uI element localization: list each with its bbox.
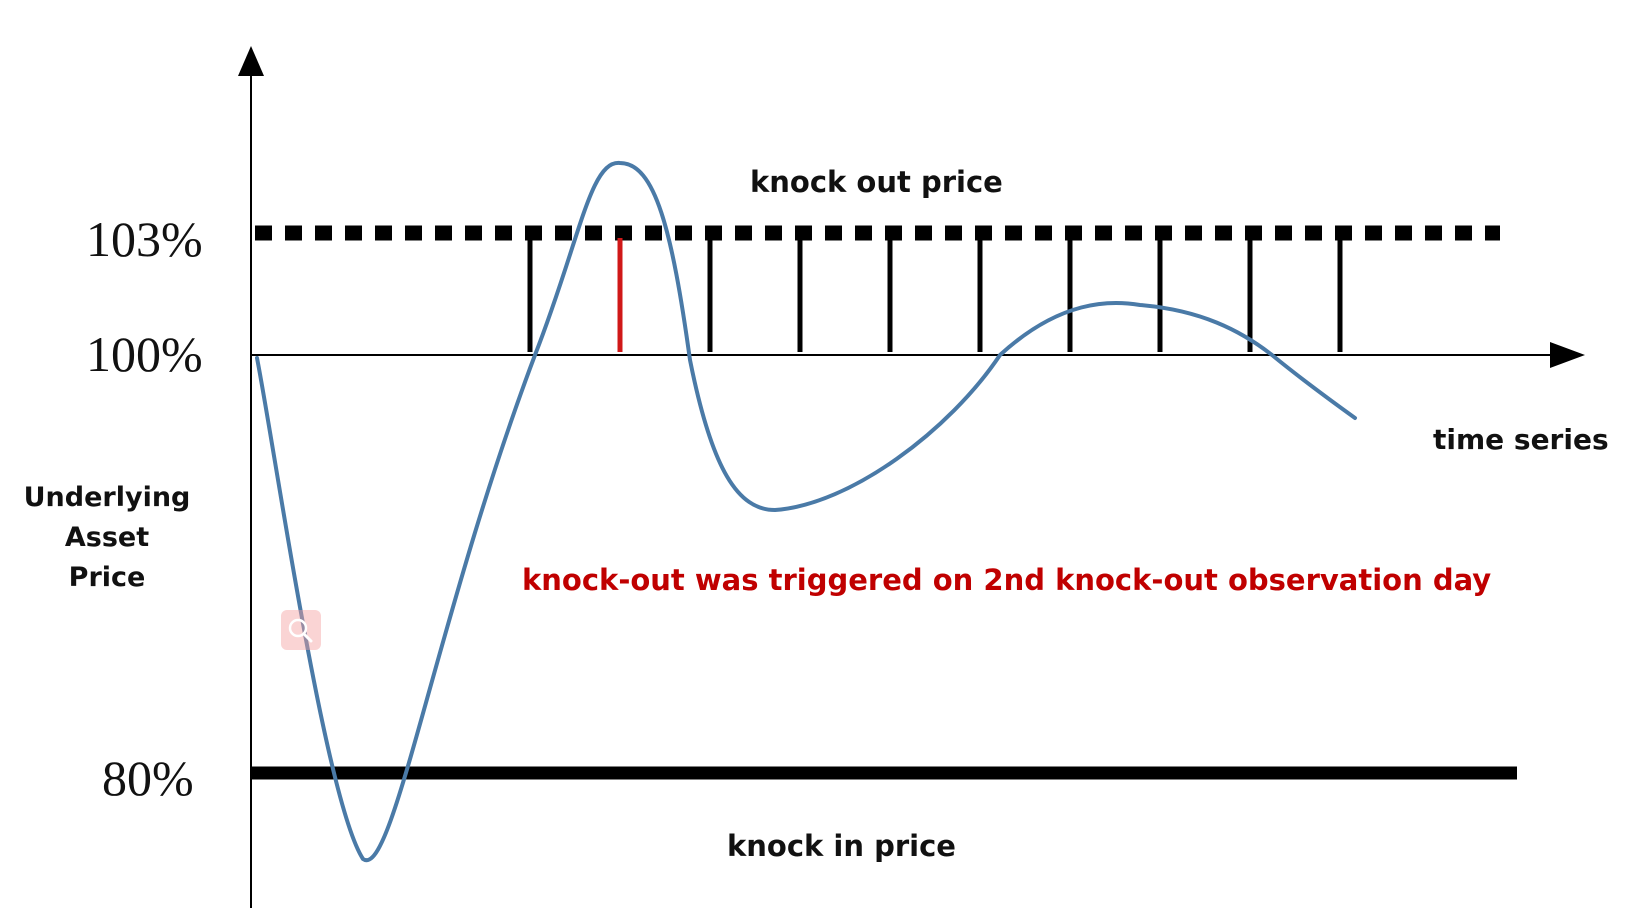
y-axis-label-line-2: Asset <box>64 522 150 553</box>
price-path-curve <box>255 160 1357 863</box>
zoom-icon[interactable] <box>281 610 321 650</box>
observation-markers <box>527 238 1343 352</box>
knock-in-caption: knock in price <box>727 829 956 863</box>
level-label-103: 103% <box>86 211 203 267</box>
level-label-100: 100% <box>86 326 203 382</box>
y-axis-label-line-3: Price <box>68 562 146 593</box>
level-label-80: 80% <box>102 750 194 806</box>
y-axis-label: Underlying Asset Price <box>12 478 202 598</box>
x-axis-label: time series <box>1433 423 1609 456</box>
y-axis-arrow <box>238 46 264 76</box>
x-axis-arrow <box>1550 342 1585 368</box>
y-axis-label-line-1: Underlying <box>23 482 191 513</box>
knock-out-caption: knock out price <box>750 165 1003 199</box>
trigger-annotation: knock-out was triggered on 2nd knock-out… <box>522 563 1491 597</box>
